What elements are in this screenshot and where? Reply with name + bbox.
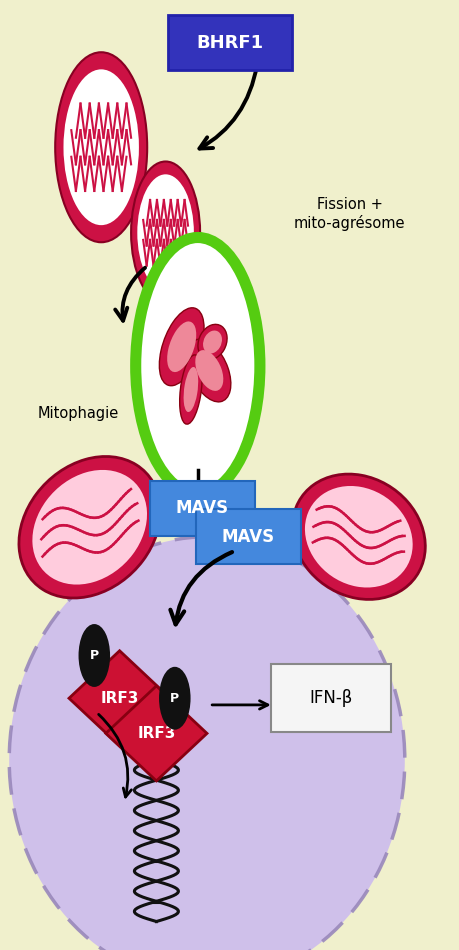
Text: BHRF1: BHRF1 <box>196 34 263 51</box>
Ellipse shape <box>183 367 198 412</box>
Ellipse shape <box>19 457 160 598</box>
FancyBboxPatch shape <box>149 481 255 536</box>
Text: P: P <box>170 692 179 705</box>
Ellipse shape <box>291 474 425 599</box>
Ellipse shape <box>304 486 412 587</box>
Ellipse shape <box>197 324 227 360</box>
Ellipse shape <box>32 470 147 584</box>
FancyBboxPatch shape <box>195 509 301 564</box>
Circle shape <box>135 238 259 494</box>
Text: MAVS: MAVS <box>175 500 229 517</box>
FancyBboxPatch shape <box>168 15 291 70</box>
Circle shape <box>137 175 194 291</box>
Ellipse shape <box>179 355 202 424</box>
Circle shape <box>131 162 200 304</box>
Text: P: P <box>90 649 99 662</box>
Text: IRF3: IRF3 <box>100 691 139 706</box>
FancyBboxPatch shape <box>271 664 390 732</box>
Text: MAVS: MAVS <box>221 528 274 545</box>
Circle shape <box>63 69 139 225</box>
Ellipse shape <box>9 537 404 950</box>
Text: Fission +
mito-agrésome: Fission + mito-agrésome <box>293 197 404 231</box>
Ellipse shape <box>159 308 204 386</box>
Ellipse shape <box>167 321 196 372</box>
Polygon shape <box>69 651 170 746</box>
Polygon shape <box>106 686 207 781</box>
Ellipse shape <box>187 339 230 402</box>
Ellipse shape <box>195 351 223 390</box>
Text: IFN-β: IFN-β <box>309 690 352 707</box>
Circle shape <box>160 668 189 729</box>
Circle shape <box>79 625 109 686</box>
Text: Mitophagie: Mitophagie <box>38 406 118 421</box>
Text: IRF3: IRF3 <box>137 726 175 741</box>
Circle shape <box>55 52 147 242</box>
Ellipse shape <box>202 331 222 353</box>
